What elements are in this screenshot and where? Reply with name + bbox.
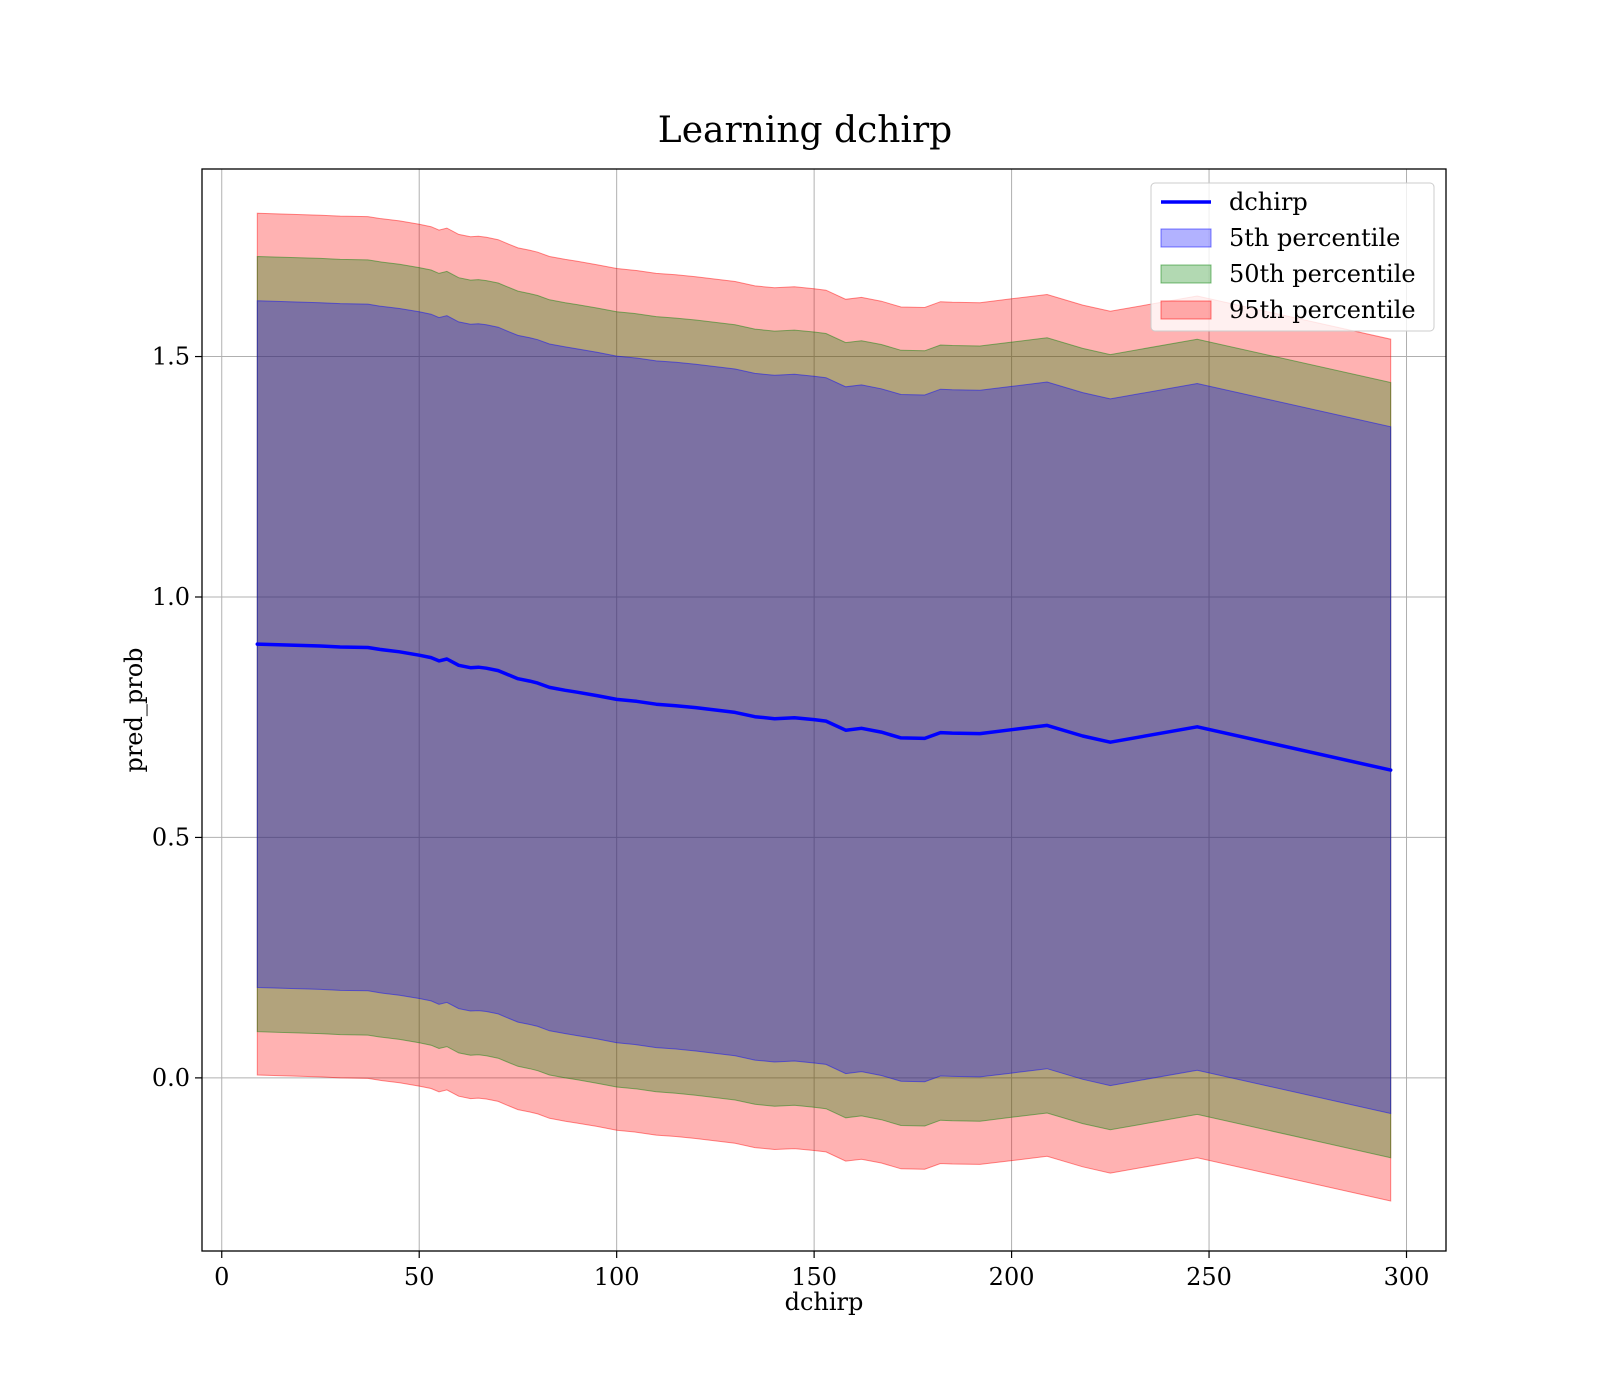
- legend-box: [1150, 182, 1435, 332]
- chart-title: Learning dchirp: [658, 110, 952, 151]
- y-axis-label: pred_prob: [120, 647, 148, 772]
- band-95th-percentile: [256, 212, 1392, 1202]
- ticks: 0 50 100 150 200 250 300 0.0 0.5 1.0 1.5: [152, 343, 1430, 1291]
- legend-swatch-band: [1160, 228, 1212, 248]
- y-tick-label: 0.0: [152, 1064, 190, 1092]
- x-tick-label: 200: [989, 1263, 1035, 1291]
- x-axis-label: dchirp: [785, 1288, 864, 1316]
- percentile-bands: [256, 212, 1392, 1202]
- legend-label: dchirp: [1229, 188, 1308, 216]
- legend-label: 50th percentile: [1229, 260, 1416, 288]
- x-tick-label: 100: [594, 1263, 640, 1291]
- legend-label: 95th percentile: [1229, 296, 1416, 324]
- plot-frame: [201, 168, 1447, 1252]
- legend-swatch-band: [1160, 264, 1212, 284]
- legend-label: 5th percentile: [1229, 224, 1400, 252]
- y-tick-label: 1.0: [152, 583, 190, 611]
- x-tick-label: 50: [404, 1263, 435, 1291]
- x-tick-label: 0: [214, 1263, 229, 1291]
- x-tick-label: 300: [1384, 1263, 1430, 1291]
- x-tick-label: 150: [791, 1263, 837, 1291]
- series-line-dchirp: [255, 642, 1393, 772]
- y-tick-label: 1.5: [152, 343, 190, 371]
- band-50th-percentile: [256, 255, 1392, 1159]
- x-tick-label: 250: [1186, 1263, 1232, 1291]
- grid: [202, 169, 1446, 1251]
- series-lines: [255, 642, 1393, 772]
- band-5th-percentile: [256, 300, 1392, 1115]
- legend-swatch-band: [1160, 300, 1212, 320]
- y-tick-label: 0.5: [152, 823, 190, 851]
- legend: dchirp 5th percentile 50th percentile 95th …: [1150, 182, 1435, 332]
